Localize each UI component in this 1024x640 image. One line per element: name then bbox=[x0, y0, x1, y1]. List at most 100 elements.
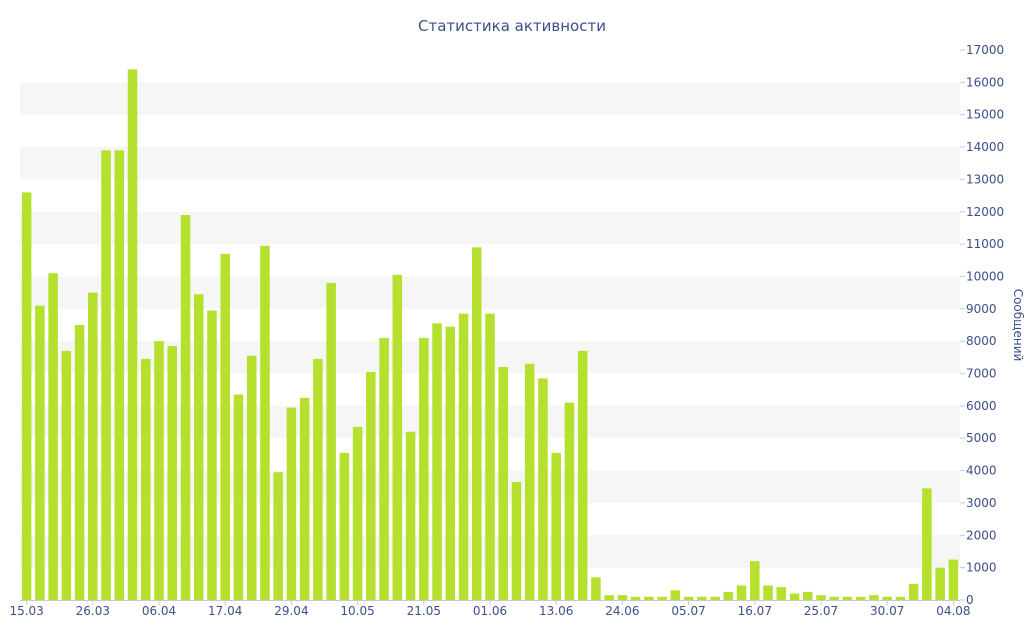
x-tick-label: 16.07 bbox=[738, 604, 772, 618]
x-tick-label: 30.07 bbox=[870, 604, 904, 618]
grid-band bbox=[20, 147, 960, 180]
y-tick-label: 9000 bbox=[966, 302, 997, 316]
bar bbox=[101, 150, 111, 600]
bar bbox=[233, 394, 244, 600]
bar bbox=[498, 367, 509, 600]
bar bbox=[61, 350, 72, 600]
grid-band bbox=[20, 82, 960, 115]
bar bbox=[710, 596, 720, 600]
y-axis-label: Сообщений bbox=[1011, 289, 1024, 362]
bar bbox=[167, 346, 178, 600]
y-tick-label: 10000 bbox=[966, 269, 1004, 283]
bar bbox=[273, 472, 283, 600]
x-tick-label: 15.03 bbox=[9, 604, 43, 618]
y-tick-label: 1000 bbox=[966, 561, 997, 575]
y-tick-label: 15000 bbox=[966, 108, 1004, 122]
bar bbox=[405, 431, 416, 600]
bar bbox=[763, 585, 773, 600]
x-axis-ticks: 15.03 26.03 06.04 17.04 29.04 10.05 21.05 01.06… bbox=[9, 600, 971, 618]
y-tick-label: 17000 bbox=[966, 43, 1004, 57]
y-tick-label: 5000 bbox=[966, 431, 997, 445]
bar bbox=[445, 326, 456, 600]
x-tick-label: 13.06 bbox=[539, 604, 573, 618]
bar bbox=[842, 596, 853, 600]
bar bbox=[458, 313, 469, 600]
y-tick-label: 2000 bbox=[966, 528, 997, 542]
chart-title: Статистика активности bbox=[418, 17, 606, 35]
bar bbox=[511, 481, 522, 600]
bar bbox=[816, 595, 826, 600]
bar bbox=[432, 323, 442, 600]
bar bbox=[485, 313, 495, 600]
bar bbox=[154, 341, 164, 600]
grid-band bbox=[20, 276, 960, 309]
bar bbox=[260, 245, 270, 600]
bar bbox=[789, 593, 800, 600]
bar bbox=[869, 595, 879, 600]
x-tick-label: 04.08 bbox=[936, 604, 970, 618]
bar bbox=[21, 192, 32, 600]
y-tick-label: 11000 bbox=[966, 237, 1004, 251]
bar bbox=[220, 253, 230, 600]
y-tick-label: 14000 bbox=[966, 140, 1004, 154]
bar bbox=[895, 596, 906, 600]
y-tick-label: 7000 bbox=[966, 367, 997, 381]
bar bbox=[379, 337, 389, 600]
bar bbox=[352, 426, 363, 600]
bar bbox=[141, 358, 151, 600]
grid-band bbox=[20, 211, 960, 245]
bar bbox=[114, 150, 125, 600]
bar bbox=[74, 325, 85, 600]
y-tick-label: 8000 bbox=[966, 334, 997, 348]
bar bbox=[577, 350, 588, 600]
bar bbox=[908, 583, 919, 600]
bar bbox=[419, 337, 429, 600]
bar bbox=[180, 215, 191, 600]
y-tick-label: 13000 bbox=[966, 172, 1004, 186]
x-tick-label: 05.07 bbox=[671, 604, 705, 618]
y-axis-ticks: 0 1000 2000 3000 4000 5000 6000 7000 8000 9000 100… bbox=[960, 43, 1004, 607]
bar bbox=[922, 488, 932, 600]
bar bbox=[644, 596, 654, 600]
bar bbox=[855, 596, 866, 600]
bar bbox=[88, 292, 98, 600]
bar bbox=[657, 596, 667, 600]
x-tick-label: 25.07 bbox=[804, 604, 838, 618]
bar bbox=[564, 402, 575, 600]
x-tick-label: 29.04 bbox=[274, 604, 308, 618]
y-tick-label: 3000 bbox=[966, 496, 997, 510]
bar bbox=[551, 452, 561, 600]
x-tick-label: 10.05 bbox=[340, 604, 374, 618]
bar bbox=[750, 561, 760, 600]
x-tick-label: 21.05 bbox=[407, 604, 441, 618]
y-tick-label: 0 bbox=[966, 593, 974, 607]
bar bbox=[604, 595, 614, 600]
bar bbox=[392, 274, 403, 600]
bar bbox=[948, 559, 959, 600]
y-tick-label: 4000 bbox=[966, 464, 997, 478]
bar bbox=[591, 577, 601, 600]
bar bbox=[538, 378, 548, 600]
bar bbox=[882, 596, 892, 600]
bar bbox=[829, 596, 839, 600]
x-tick-label: 01.06 bbox=[473, 604, 507, 618]
bar bbox=[313, 358, 323, 600]
bar bbox=[299, 397, 310, 600]
bar bbox=[48, 273, 58, 600]
bar bbox=[193, 294, 204, 600]
x-tick-label: 17.04 bbox=[208, 604, 242, 618]
bar bbox=[723, 591, 734, 600]
bar bbox=[630, 596, 641, 600]
bar bbox=[207, 310, 217, 600]
bar bbox=[246, 355, 257, 600]
bar bbox=[670, 590, 681, 600]
y-tick-label: 12000 bbox=[966, 205, 1004, 219]
bar bbox=[935, 567, 945, 600]
y-tick-label: 16000 bbox=[966, 75, 1004, 89]
bar-series bbox=[21, 69, 959, 601]
bar bbox=[127, 69, 138, 601]
y-tick-label: 6000 bbox=[966, 399, 997, 413]
x-tick-label: 24.06 bbox=[605, 604, 639, 618]
